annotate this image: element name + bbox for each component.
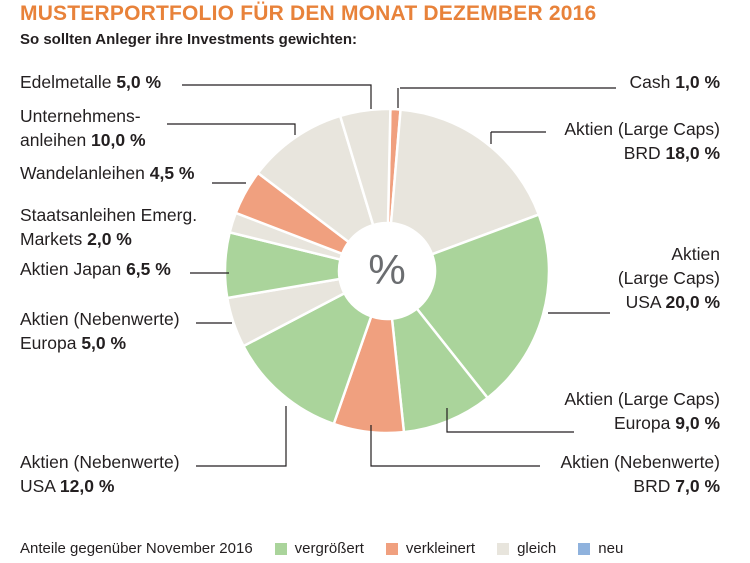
legend-intro: Anteile gegenüber November 2016 bbox=[20, 540, 253, 557]
label-wandelanleihen: Wandelanleihen 4,5 % bbox=[20, 161, 194, 185]
slice-value: 18,0 % bbox=[665, 143, 720, 163]
chart-title: MUSTERPORTFOLIO FÜR DEN MONAT DEZEMBER 2… bbox=[20, 2, 597, 25]
slice-label: Cash bbox=[629, 72, 671, 92]
legend-swatch bbox=[578, 542, 591, 555]
label-largecaps-brd: Aktien (Large Caps) BRD 18,0 % bbox=[564, 117, 720, 165]
slice-label: Staatsanleihen Emerg. bbox=[20, 205, 198, 225]
legend-item-verkleinert: verkleinert bbox=[385, 540, 476, 557]
label-largecaps-europa: Aktien (Large Caps) Europa 9,0 % bbox=[564, 387, 720, 435]
slice-value: 4,5 % bbox=[149, 163, 195, 183]
leader-edel bbox=[182, 84, 372, 109]
legend-swatch bbox=[385, 542, 398, 555]
label-aktien-japan: Aktien Japan 6,5 % bbox=[20, 257, 171, 281]
slice-label: USA bbox=[20, 476, 56, 496]
label-nebenwerte-usa: Aktien (Nebenwerte) USA 12,0 % bbox=[20, 450, 180, 498]
chart-subtitle: So sollten Anleger ihre Investments gewi… bbox=[20, 31, 358, 48]
label-nebenwerte-europa: Aktien (Nebenwerte) Europa 5,0 % bbox=[20, 307, 180, 355]
center-percent-label: % bbox=[368, 246, 405, 293]
slice-label: BRD bbox=[633, 476, 671, 496]
slice-label: Europa bbox=[20, 333, 77, 353]
label-unternehmensanleihen: Unternehmens- anleihen 10,0 % bbox=[20, 104, 146, 152]
label-largecaps-usa: Aktien (Large Caps) USA 20,0 % bbox=[618, 242, 720, 314]
pie-slice-aktien-nebenwerte-usa bbox=[241, 291, 373, 426]
slice-label: Edelmetalle bbox=[20, 72, 112, 92]
slice-label: Aktien (Nebenwerte) bbox=[20, 309, 180, 329]
pie-slice-aktien-large-caps-brd bbox=[389, 108, 541, 256]
label-nebenwerte-brd: Aktien (Nebenwerte) BRD 7,0 % bbox=[560, 450, 720, 498]
legend-label: gleich bbox=[517, 540, 557, 557]
legend-swatch bbox=[274, 542, 287, 555]
slice-label: Aktien (Large Caps) bbox=[564, 119, 720, 139]
label-cash: Cash 1,0 % bbox=[630, 70, 720, 94]
slice-label: anleihen bbox=[20, 130, 87, 150]
slice-value: 5,0 % bbox=[81, 333, 127, 353]
legend-label: verkleinert bbox=[405, 540, 476, 557]
leader-nw-usa bbox=[196, 406, 287, 467]
slice-value: 2,0 % bbox=[87, 229, 132, 249]
slice-label: Wandelanleihen bbox=[20, 163, 145, 183]
slice-label: Aktien (Nebenwerte) bbox=[560, 452, 720, 472]
slice-value: 9,0 % bbox=[675, 413, 720, 433]
slice-label: USA bbox=[625, 292, 661, 312]
leader-lc-eur bbox=[446, 408, 574, 433]
slice-value: 1,0 % bbox=[675, 72, 720, 92]
slice-label: Aktien (Nebenwerte) bbox=[20, 452, 180, 472]
slice-label: BRD bbox=[623, 143, 661, 163]
slice-label: Aktien bbox=[671, 244, 720, 264]
slice-label: (Large Caps) bbox=[617, 268, 720, 288]
slice-label: Markets bbox=[20, 229, 83, 249]
slice-label: Aktien Japan bbox=[20, 259, 122, 279]
label-staatsanleihen: Staatsanleihen Emerg. Markets 2,0 % bbox=[20, 203, 197, 251]
pie-slice-edelmetalle bbox=[338, 107, 392, 227]
leader-nw-brd bbox=[370, 425, 540, 467]
legend-item-gleich: gleich bbox=[497, 540, 556, 557]
slice-label: Aktien (Large Caps) bbox=[564, 389, 720, 409]
slice-value: 5,0 % bbox=[116, 72, 162, 92]
slice-label: Unternehmens- bbox=[20, 106, 141, 126]
slice-value: 10,0 % bbox=[91, 130, 146, 150]
legend-label: neu bbox=[598, 540, 624, 557]
label-edelmetalle: Edelmetalle 5,0 % bbox=[20, 70, 161, 94]
leader-unter bbox=[167, 123, 296, 135]
legend-item-neu: neu bbox=[578, 540, 623, 557]
slice-label: Europa bbox=[613, 413, 671, 433]
pie-slice-aktien-large-caps-usa bbox=[415, 212, 551, 400]
slice-value: 12,0 % bbox=[59, 476, 115, 496]
legend: Anteile gegenüber November 2016 vergröße… bbox=[20, 540, 623, 557]
slice-value: 6,5 % bbox=[126, 259, 171, 279]
legend-item-vergroessert: vergrößert bbox=[274, 540, 364, 557]
slice-value: 7,0 % bbox=[675, 476, 720, 496]
legend-label: vergrößert bbox=[294, 540, 364, 557]
slice-value: 20,0 % bbox=[665, 292, 720, 312]
legend-swatch bbox=[497, 542, 510, 555]
